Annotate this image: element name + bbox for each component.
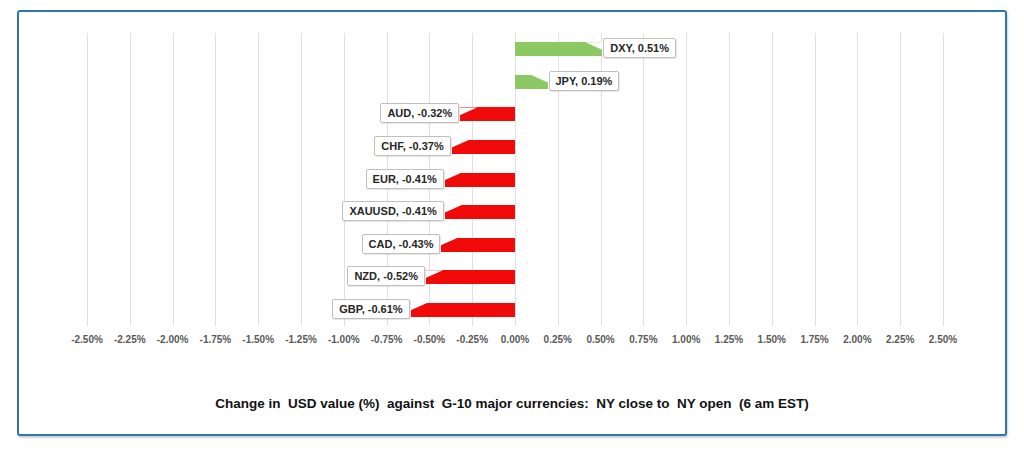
data-label-eur: EUR, -0.41% — [366, 169, 444, 189]
gridline — [772, 33, 773, 326]
gridline — [215, 33, 216, 326]
gridline — [857, 33, 858, 326]
data-label-dxy: DXY, 0.51% — [603, 38, 676, 58]
gridline — [943, 33, 944, 326]
gridline — [729, 33, 730, 326]
bar-nzd — [426, 270, 515, 284]
plot-area: DXY, 0.51% JPY, 0.19% AUD, -0.32% CHF, -0.3… — [87, 33, 943, 326]
gridline — [643, 33, 644, 326]
data-label-xauusd: XAUUSD, -0.41% — [342, 201, 443, 221]
gridline — [258, 33, 259, 326]
gridline — [686, 33, 687, 326]
chart-title: Change in USD value (%) against G-10 maj… — [19, 396, 1005, 411]
data-label-jpy: JPY, 0.19% — [549, 71, 620, 91]
gridline — [87, 33, 88, 326]
gridline — [173, 33, 174, 326]
bar-dxy — [515, 42, 602, 56]
chart-frame: DXY, 0.51% JPY, 0.19% AUD, -0.32% CHF, -0.3… — [17, 10, 1007, 436]
gridline — [301, 33, 302, 326]
gridline — [344, 33, 345, 326]
data-label-aud: AUD, -0.32% — [380, 103, 459, 123]
data-label-gbp: GBP, -0.61% — [332, 299, 409, 319]
x-tick-label: 2.50% — [911, 334, 975, 345]
data-label-cad: CAD, -0.43% — [362, 234, 441, 254]
gridline — [900, 33, 901, 326]
gridline — [130, 33, 131, 326]
x-axis: -2.50%-2.25%-2.00%-1.75%-1.50%-1.25%-1.0… — [87, 334, 943, 348]
bar-gbp — [411, 303, 515, 317]
data-label-nzd: NZD, -0.52% — [347, 266, 425, 286]
gridline — [815, 33, 816, 326]
data-label-chf: CHF, -0.37% — [374, 136, 450, 156]
